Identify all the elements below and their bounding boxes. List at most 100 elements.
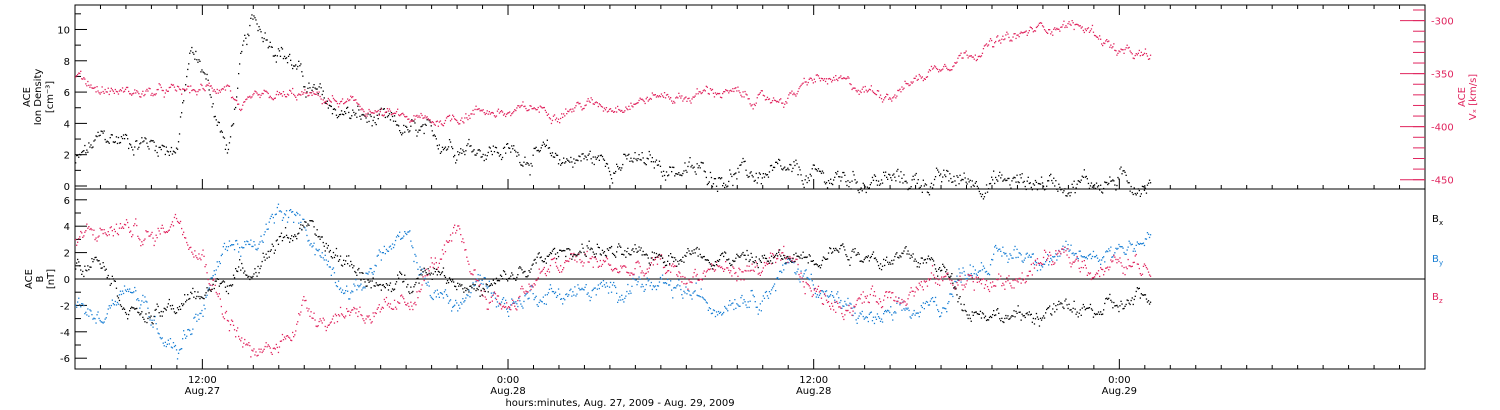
bz-series-point <box>409 308 411 311</box>
density-series-point <box>293 65 295 67</box>
by-series-point <box>214 273 216 276</box>
density-series-point <box>751 174 753 177</box>
vx-series-point <box>691 98 693 100</box>
by-series-point <box>806 276 808 279</box>
bz-series-point <box>1135 253 1137 256</box>
by-series-point <box>765 290 768 293</box>
density-series-point <box>238 73 240 75</box>
bz-series-point <box>683 283 685 285</box>
vx-series-point <box>1059 30 1061 32</box>
bx-series-point <box>544 258 546 260</box>
bz-series-point <box>371 321 373 323</box>
bz-series-point <box>742 271 744 273</box>
bz-series-point <box>359 306 361 308</box>
density-series-point <box>102 132 104 134</box>
vx-series-point <box>970 55 972 57</box>
bx-series-point <box>358 267 360 270</box>
vx-series-point <box>1042 26 1045 28</box>
by-series-point <box>577 284 579 286</box>
vx-series-point <box>451 118 453 120</box>
density-series-point <box>842 171 844 174</box>
vx-series-point <box>1045 30 1047 32</box>
vx-series-point <box>620 110 622 112</box>
bz-series-point <box>325 329 327 332</box>
density-series-point <box>887 178 889 180</box>
by-series-point <box>890 306 892 308</box>
bz-series-point <box>402 296 404 298</box>
bx-series-point <box>411 291 413 294</box>
density-series-point <box>697 167 699 169</box>
bz-series-point <box>1028 270 1030 272</box>
bz-series-point <box>731 275 733 277</box>
density-series-point <box>795 159 797 161</box>
density-series-point <box>648 150 650 153</box>
density-series-point <box>437 148 439 150</box>
bz-series-point <box>629 274 631 276</box>
bx-series-point <box>448 277 451 279</box>
vx-series-point <box>1136 54 1138 56</box>
density-series-point <box>152 140 154 142</box>
density-series-point <box>289 53 291 56</box>
by-series-point <box>651 288 653 291</box>
bx-series-point <box>133 307 135 309</box>
vx-series-point <box>911 82 913 84</box>
density-series-point <box>1016 174 1018 176</box>
by-series-point <box>819 292 822 295</box>
bz-series-point <box>957 284 959 286</box>
by-series-point <box>899 304 901 306</box>
density-series-point <box>879 183 882 185</box>
bx-series-point <box>380 289 382 291</box>
bx-series-point <box>536 256 538 258</box>
vx-series-point <box>1076 23 1078 26</box>
by-series-point <box>906 308 908 310</box>
bx-series-point <box>174 312 177 315</box>
vx-series-point <box>457 121 459 124</box>
density-series-point <box>425 124 427 126</box>
bz-series-point <box>889 291 891 293</box>
density-series-point <box>692 167 694 169</box>
bx-series-point <box>469 285 471 287</box>
density-series-point <box>834 176 836 178</box>
bx-series-point <box>455 285 457 288</box>
density-series-point <box>856 181 858 183</box>
vx-series-point <box>1023 31 1025 33</box>
vx-series-point <box>818 77 821 79</box>
bz-series-point <box>529 285 531 288</box>
vx-series-point <box>955 62 957 64</box>
bz-series-point <box>1023 278 1025 280</box>
by-series-point <box>1083 256 1085 258</box>
bz-series-point <box>785 258 787 260</box>
bz-series-point <box>261 351 263 354</box>
bz-series-point <box>122 227 125 229</box>
bx-series-point <box>185 301 187 303</box>
by-series-point <box>639 278 641 280</box>
vx-series-point <box>353 99 355 101</box>
density-series-point <box>660 171 663 173</box>
by-series-point <box>1143 244 1146 247</box>
density-series-point <box>167 151 169 153</box>
by-series-point <box>672 297 674 299</box>
bz-series-point <box>513 302 515 304</box>
density-series-point <box>214 115 216 118</box>
by-series-point <box>924 302 926 305</box>
bz-series-point <box>607 263 610 265</box>
density-series-point <box>1109 176 1111 178</box>
density-series-point <box>1068 192 1070 194</box>
vx-series-point <box>982 48 985 50</box>
by-series-point <box>339 287 342 289</box>
by-series-point <box>542 296 544 298</box>
bz-series-point <box>931 265 934 267</box>
bx-series-point <box>522 272 524 274</box>
density-series-point <box>278 50 281 52</box>
bz-series-point <box>382 307 384 309</box>
density-series-point <box>1059 186 1061 188</box>
by-series-point <box>692 292 694 294</box>
density-series-point <box>857 189 859 192</box>
density-series-point <box>322 90 324 92</box>
bz-series-point <box>571 253 573 255</box>
bx-series-point <box>625 256 627 258</box>
density-series-point <box>591 162 593 164</box>
density-series-point <box>1070 191 1072 194</box>
density-series-point <box>1067 193 1069 195</box>
density-series-point <box>426 119 428 121</box>
